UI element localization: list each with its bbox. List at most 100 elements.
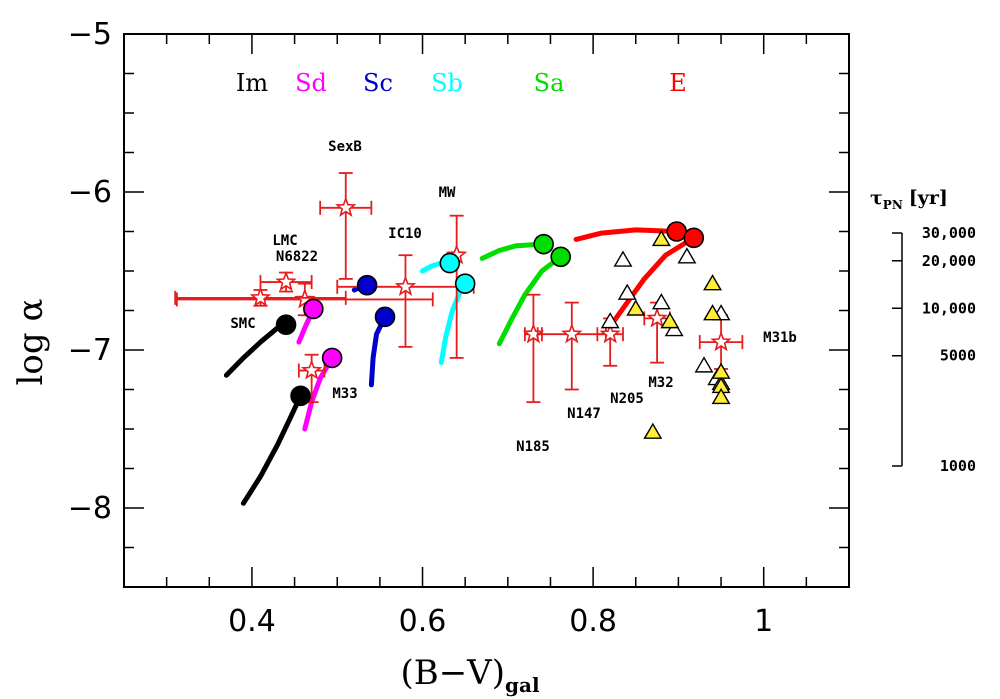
triangle-markers [600,229,731,439]
open-triangle-marker [617,283,637,300]
tau-scale-tick-label: 5000 [940,347,976,365]
observed-galaxies [174,172,744,404]
observed-galaxy-smc [174,286,347,307]
tau-scale-tick-label: 20,000 [922,252,976,270]
tau-pn-scale: τPN [yr] 30,000 20,000 10,000 5000 1000 [870,187,976,475]
axis-tick-labels: 0.4 0.6 0.8 1 −5 −6 −7 −8 [68,17,773,639]
tau-scale-tick-label: 10,000 [922,299,976,317]
observed-galaxy-sexb [319,172,373,280]
tau-scale-tick-label: 1000 [940,457,976,475]
model-track-sb [438,281,468,366]
yellow-triangle-marker [703,304,722,321]
yellow-triangle-marker [626,299,646,316]
model-endpoint-sb [439,252,461,274]
tau-scale-title: τPN [yr] [870,187,948,212]
model-endpoint-sa [550,246,572,268]
model-track-im [223,322,289,378]
model-track-sd [302,355,335,432]
type-label-sb: Sb [431,69,463,97]
model-tracks [223,227,697,506]
open-triangle-marker [664,319,684,337]
x-axis-label-subscript: gal [505,673,540,697]
model-endpoint-sa [533,233,554,255]
star-marker [646,307,668,328]
x-axis-label: (B−V)gal [400,653,540,697]
open-triangle-marker [694,356,714,373]
y-tick-label: −6 [68,175,112,210]
model-endpoint-sc [356,274,378,296]
galaxy-label-n185: N185 [516,439,550,455]
model-endpoints [275,221,705,407]
star-marker [300,359,323,380]
observed-galaxy-m32 [643,301,671,364]
model-endpoint-e [683,227,705,249]
star-marker [275,270,297,292]
open-triangle-marker [651,293,671,310]
x-tick-label: 0.8 [569,604,617,639]
model-endpoint-sb [454,273,476,294]
type-label-sc: Sc [363,69,393,97]
yellow-triangle-marker [651,229,671,247]
type-label-sa: Sa [534,69,565,97]
galaxy-label-smc: SMC [230,316,255,332]
galaxy-label-ic10: IC10 [388,226,422,242]
y-tick-label: −8 [68,491,112,526]
tau-scale-tick-label: 30,000 [922,224,976,242]
model-endpoint-im [275,314,297,336]
model-endpoint-sd [321,347,343,369]
star-marker [249,286,272,307]
star-marker [710,330,732,352]
plot-border [123,33,850,588]
axis-ticks [123,33,850,588]
galaxy-label-n6822: N6822 [276,249,318,265]
star-marker [394,275,417,296]
galaxy-label-lmc: LMC [272,233,297,249]
model-track-im [240,393,304,506]
type-label-im: Im [236,69,268,97]
x-axis-label-main: (B−V) [400,653,505,693]
morphology-type-labels: Im Sd Sc Sb Sa E [236,69,687,97]
x-tick-label: 0.4 [228,604,276,639]
model-track-sa [496,254,564,347]
type-label-e: E [669,69,687,97]
y-tick-label: −5 [68,17,112,52]
star-marker [561,322,583,344]
type-label-sd: Sd [295,69,327,97]
open-triangle-marker [677,247,697,264]
model-track-e [573,227,680,242]
model-endpoint-sc [374,306,396,328]
yellow-triangle-marker [703,274,722,291]
x-tick-label: 1 [754,604,773,639]
model-endpoint-sd [303,298,324,320]
yellow-triangle-marker [660,312,680,329]
observed-galaxy-n185 [522,293,545,404]
star-marker [335,196,357,217]
galaxy-label-m33: M33 [332,386,357,402]
model-endpoint-im [290,385,311,407]
galaxy-label-mw: MW [439,185,456,201]
galaxy-label-sexb: SexB [328,139,362,155]
model-track-e [607,235,697,329]
model-endpoint-e [666,221,688,242]
galaxy-label-m31b: M31b [763,330,797,346]
x-tick-label: 0.6 [399,604,447,639]
observed-galaxy-lmc [259,270,313,293]
yellow-triangle-marker [711,387,731,405]
plot-frame [123,33,850,588]
y-axis-label: log α [11,299,51,386]
star-marker [522,322,545,344]
yellow-triangle-marker [643,422,663,439]
model-track-sa [479,241,547,261]
y-tick-label: −7 [68,333,112,368]
galaxy-label-m32: M32 [648,375,673,391]
star-marker [599,322,621,344]
galaxy-label-n147: N147 [567,406,601,422]
galaxy-label-n205: N205 [610,391,644,407]
observed-galaxy-n147 [536,301,607,391]
open-triangle-marker [600,312,620,329]
yellow-triangle-marker [711,362,731,379]
model-track-sc [368,314,388,388]
open-triangle-marker [613,250,633,267]
